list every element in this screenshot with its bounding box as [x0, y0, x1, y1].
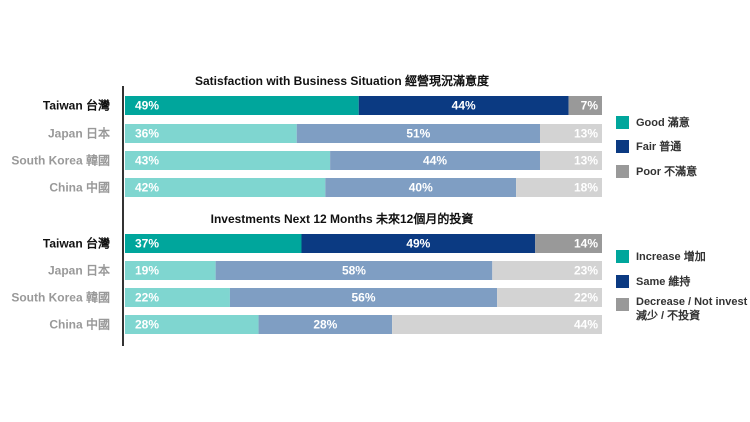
bar-segment: [330, 151, 540, 170]
category-label: Taiwan 台灣: [43, 98, 110, 113]
legend-label: Poor 不滿意: [636, 164, 697, 178]
panel-1: Satisfaction with Business Situation 經營現…: [11, 73, 697, 197]
bar-value-label: 14%: [574, 237, 598, 251]
bar-value-label: 13%: [574, 127, 598, 141]
bar-segment: [358, 96, 569, 115]
bar-segment: [125, 288, 230, 307]
bar-segment: [497, 288, 602, 307]
bar-segment: [125, 96, 359, 115]
legend-swatch: [616, 298, 629, 311]
bar-value-label: 44%: [574, 318, 598, 332]
bar-segment: [125, 315, 259, 334]
legend-swatch: [616, 116, 629, 129]
bar-segment: [229, 288, 498, 307]
panel-title: Investments Next 12 Months 未來12個月的投資: [211, 211, 474, 226]
bar-segment: [516, 178, 602, 197]
bar-value-label: 51%: [406, 127, 430, 141]
category-label: Japan 日本: [48, 126, 110, 141]
bar-value-label: 43%: [135, 154, 159, 168]
panel-title: Satisfaction with Business Situation 經營現…: [195, 73, 490, 88]
bar-value-label: 49%: [135, 99, 159, 113]
bar-segment: [296, 124, 540, 143]
bar-segment: [535, 234, 602, 253]
bar-value-label: 36%: [135, 127, 159, 141]
category-label: Taiwan 台灣: [43, 236, 110, 251]
legend-label: 減少 / 不投資: [636, 308, 700, 322]
category-label: South Korea 韓國: [11, 153, 110, 168]
bar-segment: [125, 124, 297, 143]
legend-label: Same 維持: [636, 274, 690, 288]
bar-segment: [301, 234, 536, 253]
bar-value-label: 13%: [574, 154, 598, 168]
bar-segment: [125, 261, 216, 280]
bar-value-label: 28%: [135, 318, 159, 332]
bar-value-label: 7%: [581, 99, 599, 113]
bar-value-label: 37%: [135, 237, 159, 251]
bar-segment: [539, 124, 602, 143]
bar-segment: [539, 151, 602, 170]
bar-segment: [392, 315, 602, 334]
bar-segment: [215, 261, 493, 280]
category-label: China 中國: [49, 317, 110, 332]
bar-value-label: 42%: [135, 181, 159, 195]
legend-swatch: [616, 165, 629, 178]
bar-value-label: 23%: [574, 264, 598, 278]
bar-segment: [125, 178, 326, 197]
legend-swatch: [616, 250, 629, 263]
bar-value-label: 56%: [351, 291, 375, 305]
legend-swatch: [616, 275, 629, 288]
legend-label: Increase 增加: [636, 249, 706, 263]
bar-value-label: 19%: [135, 264, 159, 278]
bar-value-label: 18%: [574, 181, 598, 195]
category-label: Japan 日本: [48, 263, 110, 278]
bar-value-label: 22%: [135, 291, 159, 305]
bar-segment: [492, 261, 602, 280]
bar-segment: [258, 315, 393, 334]
bar-value-label: 44%: [452, 99, 476, 113]
bar-segment: [325, 178, 517, 197]
bar-value-label: 58%: [342, 264, 366, 278]
legend-label: Fair 普通: [636, 139, 681, 153]
bar-value-label: 22%: [574, 291, 598, 305]
category-label: South Korea 韓國: [11, 290, 110, 305]
bar-segment: [568, 96, 602, 115]
legend-label: Decrease / Not invest: [636, 296, 748, 308]
bar-value-label: 40%: [409, 181, 433, 195]
bar-value-label: 49%: [406, 237, 430, 251]
bar-segment: [125, 151, 331, 170]
bar-segment: [125, 234, 302, 253]
legend-swatch: [616, 140, 629, 153]
bar-value-label: 44%: [423, 154, 447, 168]
category-label: China 中國: [49, 180, 110, 195]
panel-2: Investments Next 12 Months 未來12個月的投資 Taiw…: [11, 211, 748, 334]
bar-value-label: 28%: [313, 318, 337, 332]
legend-label: Good 滿意: [636, 115, 690, 129]
